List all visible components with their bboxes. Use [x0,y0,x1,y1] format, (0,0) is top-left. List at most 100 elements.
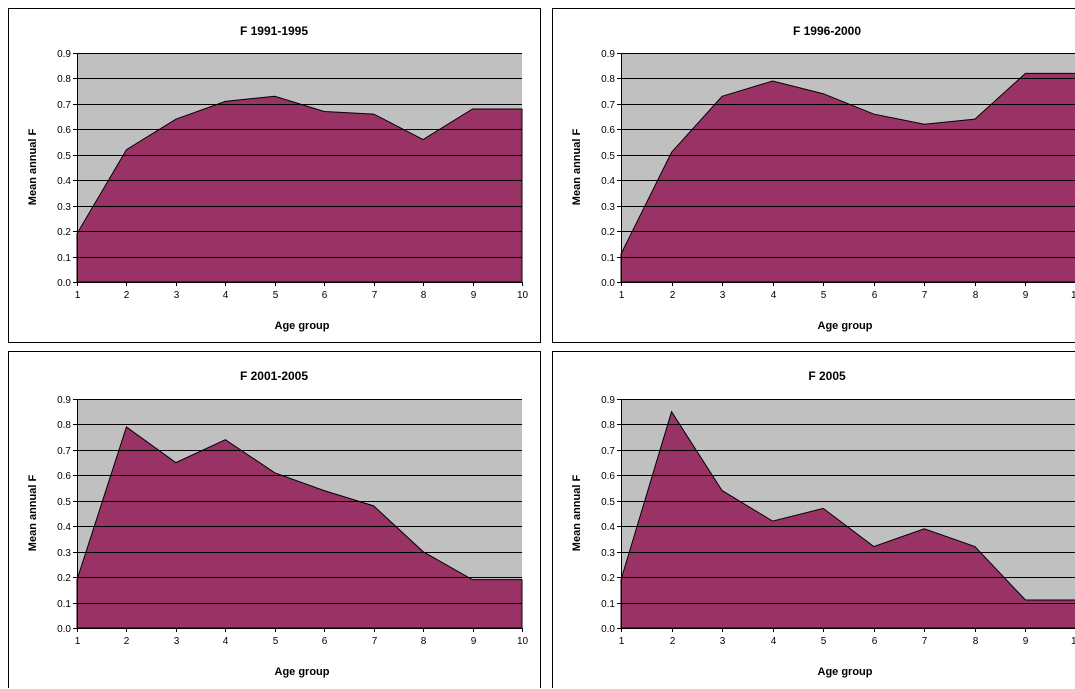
chart-title: F 1996-2000 [793,24,861,38]
y-tick-label: 0.0 [57,278,71,289]
x-tick-label: 1 [619,290,625,301]
y-tick-label: 0.3 [601,202,615,213]
x-tick-label: 10 [517,290,529,301]
y-tick-label: 0.0 [57,624,71,635]
y-tick-label: 0.2 [57,227,71,238]
x-tick-label: 8 [973,636,979,647]
y-tick-label: 0.5 [57,151,71,162]
y-tick-label: 0.9 [57,395,71,406]
y-tick-label: 0.5 [601,151,615,162]
y-tick-label: 0.1 [601,599,615,610]
area-series [620,410,1075,629]
y-tick-label: 0.3 [57,548,71,559]
x-tick-label: 10 [517,636,529,647]
y-axis-label: Mean annual F [27,475,39,552]
y-tick-label: 0.7 [601,100,615,111]
x-tick-label: 8 [421,290,427,301]
x-tick-label: 7 [922,290,928,301]
x-tick-label: 4 [223,290,229,301]
y-tick-label: 0.8 [601,420,615,431]
x-tick-label: 9 [1023,290,1029,301]
y-tick-label: 0.2 [601,573,615,584]
x-axis-label: Age group [275,666,330,678]
x-tick-label: 4 [771,636,777,647]
x-tick-label: 9 [471,636,477,647]
y-tick-label: 0.5 [601,497,615,508]
y-tick-label: 0.1 [601,253,615,264]
area-series [76,95,523,283]
x-tick-label: 6 [322,290,328,301]
y-tick-label: 0.3 [601,548,615,559]
y-tick-label: 0.7 [601,446,615,457]
x-tick-label: 2 [670,636,676,647]
chart-panel-f-1991-1995: F 1991-1995 Age group Mean annual F 0.0 0… [8,8,541,343]
x-tick-label: 3 [174,636,180,647]
x-tick-label: 7 [922,636,928,647]
chart-panel-f-2001-2005: F 2001-2005 Age group Mean annual F 0.0 0… [8,351,541,688]
y-tick-label: 0.4 [601,176,615,187]
chart-title: F 2001-2005 [240,369,308,383]
chart-panel-f-2005: F 2005 Age group Mean annual F 0.0 0.1 0.2… [552,351,1075,688]
y-axis-label: Mean annual F [571,129,583,206]
x-tick-label: 6 [872,290,878,301]
x-tick-label: 3 [720,636,726,647]
x-tick-label: 10 [1071,636,1075,647]
y-tick-label: 0.8 [601,74,615,85]
y-tick-label: 0.9 [601,395,615,406]
x-tick-label: 5 [273,290,279,301]
x-tick-label: 1 [75,290,81,301]
x-tick-label: 8 [973,290,979,301]
y-tick-label: 0.1 [57,599,71,610]
y-tick-label: 0.6 [601,471,615,482]
y-tick-label: 0.1 [57,253,71,264]
x-tick-label: 8 [421,636,427,647]
x-tick-label: 6 [872,636,878,647]
chart-title: F 2005 [808,369,846,383]
y-tick-label: 0.6 [57,471,71,482]
y-tick-label: 0.9 [57,49,71,60]
chart-panel-f-1996-2000: F 1996-2000 Age group Mean annual F 0.0 0… [552,8,1075,343]
y-tick-label: 0.7 [57,446,71,457]
x-tick-label: 9 [1023,636,1029,647]
y-axis-label: Mean annual F [27,129,39,206]
y-tick-label: 0.9 [601,49,615,60]
x-tick-label: 2 [124,290,130,301]
x-tick-label: 3 [720,290,726,301]
y-tick-label: 0.2 [601,227,615,238]
chart-svg: F 2001-2005 Age group Mean annual F 0.0 0… [27,369,529,678]
y-axis-label: Mean annual F [571,475,583,552]
x-tick-label: 7 [372,636,378,647]
chart-svg: F 1996-2000 Age group Mean annual F 0.0 0… [571,24,1075,332]
x-axis-label: Age group [818,666,873,678]
y-tick-label: 0.6 [57,125,71,136]
x-tick-label: 2 [670,290,676,301]
y-tick-label: 0.4 [57,176,71,187]
y-tick-label: 0.8 [57,420,71,431]
y-tick-label: 0.4 [57,522,71,533]
x-axis-label: Age group [275,320,330,332]
x-axis-label: Age group [818,320,873,332]
x-tick-label: 3 [174,290,180,301]
x-tick-label: 1 [619,636,625,647]
x-tick-label: 2 [124,636,130,647]
chart-svg: F 1991-1995 Age group Mean annual F 0.0 0… [27,24,529,332]
y-tick-label: 0.7 [57,100,71,111]
y-tick-label: 0.8 [57,74,71,85]
y-tick-label: 0.5 [57,497,71,508]
area-series [620,72,1075,283]
chart-svg: F 2005 Age group Mean annual F 0.0 0.1 0.2… [571,369,1075,678]
x-tick-label: 5 [821,636,827,647]
y-tick-label: 0.6 [601,125,615,136]
x-tick-label: 1 [75,636,81,647]
x-tick-label: 10 [1071,290,1075,301]
x-tick-label: 6 [322,636,328,647]
x-tick-label: 9 [471,290,477,301]
x-tick-label: 4 [771,290,777,301]
y-tick-label: 0.2 [57,573,71,584]
y-tick-label: 0.0 [601,278,615,289]
y-tick-label: 0.0 [601,624,615,635]
y-tick-label: 0.3 [57,202,71,213]
y-tick-label: 0.4 [601,522,615,533]
x-tick-label: 7 [372,290,378,301]
x-tick-label: 4 [223,636,229,647]
